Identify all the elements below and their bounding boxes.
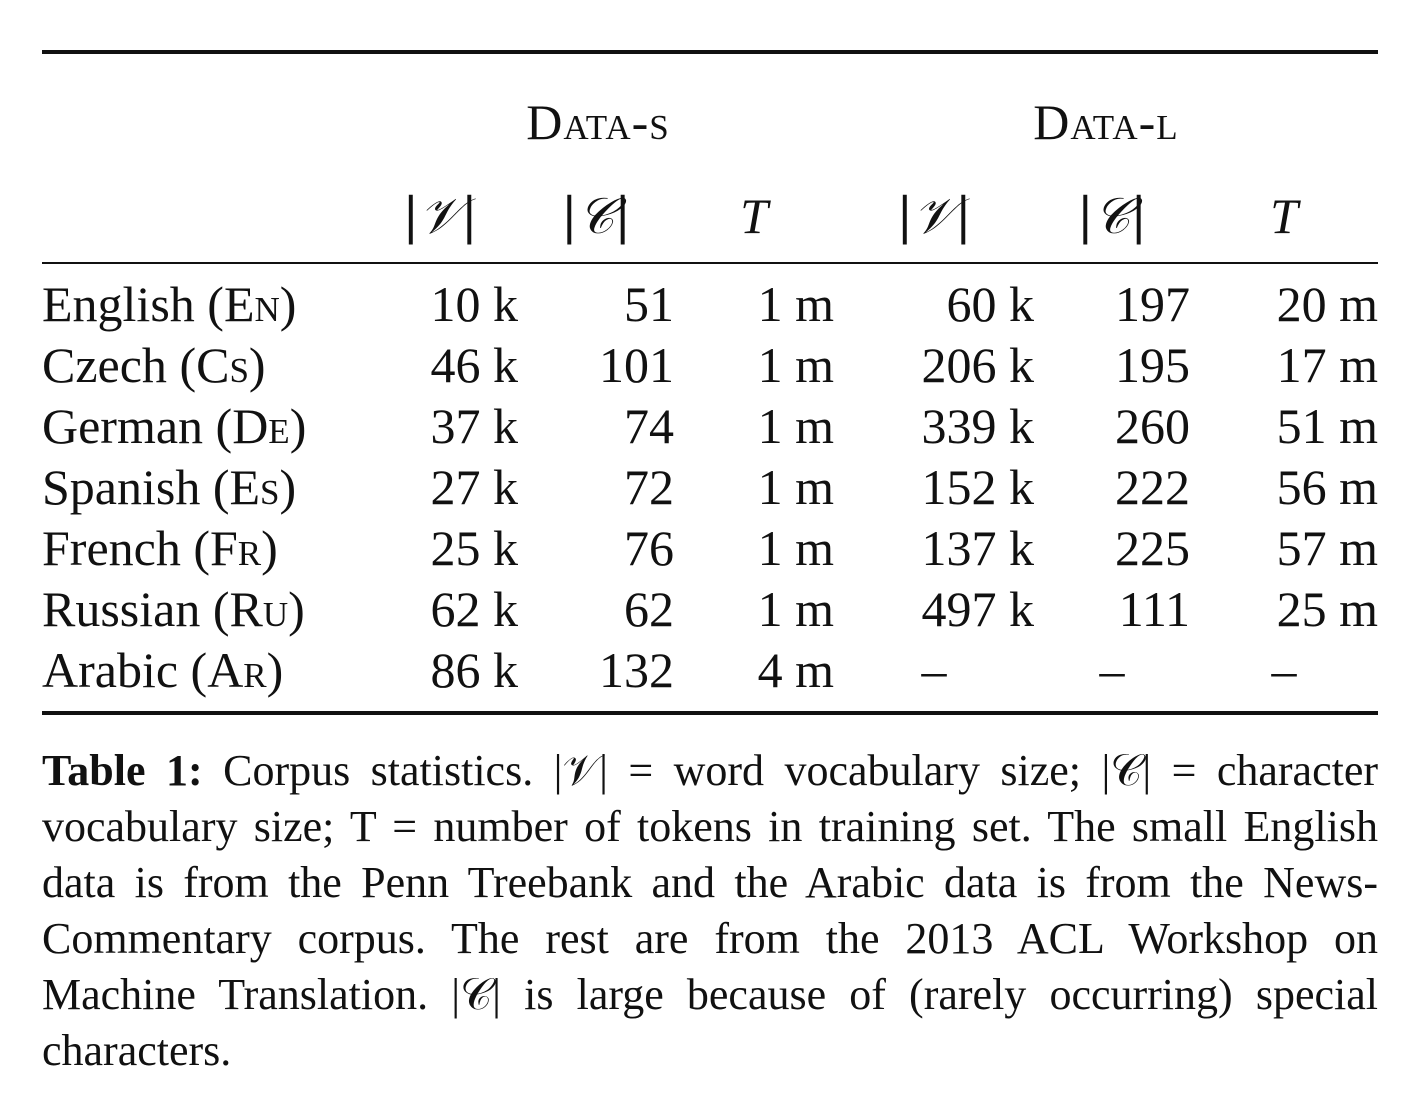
cell-vocab-size-s: 10 k	[430, 276, 519, 332]
language-cell: Arabic (Ar)	[42, 642, 284, 698]
cell-tokens-l: 57 m	[1276, 520, 1378, 576]
group-header-data-l: Data-l	[1033, 94, 1179, 150]
language-code: Ar	[207, 642, 267, 698]
table-row: Arabic (Ar) 86 k 132 4 m – – –	[42, 640, 1378, 713]
cell-tokens-s: 1 m	[757, 337, 834, 393]
cell-tokens-l: 20 m	[1276, 276, 1378, 332]
language-cell: French (Fr)	[42, 520, 278, 576]
language-cell: German (De)	[42, 398, 307, 454]
language-name: German	[42, 398, 204, 454]
cell-vocab-size-s: 62 k	[430, 581, 519, 637]
header-char-vocab-size-s: |𝒞|	[560, 186, 632, 245]
table-row: German (De) 37 k 74 1 m 339 k 260 51 m	[42, 396, 1378, 457]
language-name: Spanish	[42, 459, 201, 515]
table-caption: Table 1: Corpus statistics. |𝒱| = word v…	[42, 743, 1378, 1079]
cell-vocab-size-l: 137 k	[921, 520, 1035, 576]
cell-vocab-size-s: 37 k	[430, 398, 519, 454]
language-code: Cs	[196, 337, 249, 393]
cell-vocab-size-l: 60 k	[946, 276, 1035, 332]
language-name: English	[42, 276, 195, 332]
cell-vocab-size-l: 152 k	[921, 459, 1035, 515]
language-name: Czech	[42, 337, 167, 393]
language-code: Ru	[229, 581, 289, 637]
cell-tokens-l: 25 m	[1276, 581, 1378, 637]
cell-char-vocab-size-s: 51	[624, 276, 674, 332]
empty-corner-cell	[42, 52, 362, 170]
language-cell: Spanish (Es)	[42, 459, 297, 515]
cell-char-vocab-size-l: 222	[1115, 459, 1190, 515]
cell-vocab-size-l: 339 k	[921, 398, 1035, 454]
table-row: Russian (Ru) 62 k 62 1 m 497 k 111 25 m	[42, 579, 1378, 640]
table-row: English (En) 10 k 51 1 m 60 k 197 20 m	[42, 263, 1378, 335]
group-header-row: Data-s Data-l	[42, 52, 1378, 170]
cell-vocab-size-s: 86 k	[430, 642, 519, 698]
language-name: Arabic	[42, 642, 179, 698]
cell-tokens-s: 1 m	[757, 520, 834, 576]
cell-char-vocab-size-s: 76	[624, 520, 674, 576]
header-vocab-size-s: |𝒱|	[402, 186, 478, 245]
cell-tokens-s: 1 m	[757, 276, 834, 332]
cell-tokens-s: 1 m	[757, 581, 834, 637]
corpus-statistics-table: Data-s Data-l |𝒱| |𝒞| T |𝒱| |𝒞| T Englis…	[42, 50, 1378, 715]
empty-corner-cell	[42, 170, 362, 263]
header-char-vocab-size-l: |𝒞|	[1076, 186, 1148, 245]
caption-text: Corpus statistics. |𝒱| = word vocabulary…	[42, 746, 1379, 1075]
language-code: Fr	[210, 520, 262, 576]
cell-tokens-l: 17 m	[1276, 337, 1378, 393]
language-cell: English (En)	[42, 276, 297, 332]
corpus-statistics-table-figure: Data-s Data-l |𝒱| |𝒞| T |𝒱| |𝒞| T Englis…	[42, 50, 1378, 715]
language-name: French	[42, 520, 181, 576]
cell-tokens-s: 1 m	[757, 459, 834, 515]
table-row: Spanish (Es) 27 k 72 1 m 152 k 222 56 m	[42, 457, 1378, 518]
language-cell: Russian (Ru)	[42, 581, 305, 637]
cell-vocab-size-s: 27 k	[430, 459, 519, 515]
cell-vocab-size-s: 46 k	[430, 337, 519, 393]
language-name: Russian	[42, 581, 201, 637]
cell-vocab-size-l: –	[921, 642, 947, 698]
cell-vocab-size-l: 497 k	[921, 581, 1035, 637]
cell-char-vocab-size-s: 132	[599, 642, 674, 698]
language-cell: Czech (Cs)	[42, 337, 266, 393]
cell-char-vocab-size-l: 195	[1115, 337, 1190, 393]
cell-tokens-l: –	[1271, 642, 1297, 698]
cell-char-vocab-size-l: 260	[1115, 398, 1190, 454]
header-tokens-s: T	[740, 188, 768, 244]
header-tokens-l: T	[1270, 188, 1298, 244]
symbol-header-row: |𝒱| |𝒞| T |𝒱| |𝒞| T	[42, 170, 1378, 263]
cell-char-vocab-size-s: 72	[624, 459, 674, 515]
caption-label: Table 1:	[42, 746, 203, 795]
cell-char-vocab-size-s: 74	[624, 398, 674, 454]
table-body: English (En) 10 k 51 1 m 60 k 197 20 m Czech (C…	[42, 263, 1378, 713]
table-row: Czech (Cs) 46 k 101 1 m 206 k 195 17 m	[42, 335, 1378, 396]
group-header-data-s: Data-s	[526, 94, 670, 150]
cell-char-vocab-size-l: –	[1099, 642, 1125, 698]
cell-char-vocab-size-s: 101	[599, 337, 674, 393]
cell-tokens-l: 56 m	[1276, 459, 1378, 515]
cell-char-vocab-size-l: 111	[1118, 581, 1190, 637]
language-code: Es	[229, 459, 280, 515]
cell-char-vocab-size-s: 62	[624, 581, 674, 637]
table-row: French (Fr) 25 k 76 1 m 137 k 225 57 m	[42, 518, 1378, 579]
cell-vocab-size-l: 206 k	[921, 337, 1035, 393]
cell-char-vocab-size-l: 225	[1115, 520, 1190, 576]
cell-tokens-s: 1 m	[757, 398, 834, 454]
cell-char-vocab-size-l: 197	[1115, 276, 1190, 332]
cell-tokens-l: 51 m	[1276, 398, 1378, 454]
language-code: En	[223, 276, 280, 332]
header-vocab-size-l: |𝒱|	[896, 186, 972, 245]
cell-tokens-s: 4 m	[757, 642, 834, 698]
cell-vocab-size-s: 25 k	[430, 520, 519, 576]
language-code: De	[232, 398, 290, 454]
